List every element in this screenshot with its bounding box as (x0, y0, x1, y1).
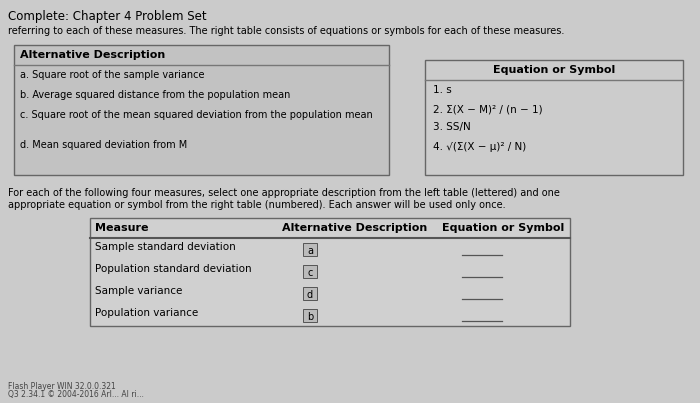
Text: Alternative Description: Alternative Description (20, 50, 165, 60)
Text: b: b (307, 312, 313, 322)
Text: a: a (307, 245, 313, 256)
Text: Equation or Symbol: Equation or Symbol (493, 65, 615, 75)
Text: c: c (307, 268, 313, 278)
Text: 3. SS/N: 3. SS/N (433, 122, 470, 132)
FancyBboxPatch shape (303, 243, 317, 256)
Text: appropriate equation or symbol from the right table (numbered). Each answer will: appropriate equation or symbol from the … (8, 200, 505, 210)
Text: d. Mean squared deviation from M: d. Mean squared deviation from M (20, 140, 188, 150)
Text: Flash Player WIN 32.0.0.321: Flash Player WIN 32.0.0.321 (8, 382, 116, 391)
Text: 2. Σ(X − M)² / (n − 1): 2. Σ(X − M)² / (n − 1) (433, 104, 542, 114)
FancyBboxPatch shape (303, 287, 317, 300)
Text: Complete: Chapter 4 Problem Set: Complete: Chapter 4 Problem Set (8, 10, 206, 23)
FancyBboxPatch shape (303, 309, 317, 322)
Text: c. Square root of the mean squared deviation from the population mean: c. Square root of the mean squared devia… (20, 110, 372, 120)
Text: Population variance: Population variance (95, 308, 198, 318)
Text: b. Average squared distance from the population mean: b. Average squared distance from the pop… (20, 90, 290, 100)
Text: referring to each of these measures. The right table consists of equations or sy: referring to each of these measures. The… (8, 26, 564, 36)
Text: 4. √(Σ(X − μ)² / N): 4. √(Σ(X − μ)² / N) (433, 142, 526, 152)
FancyBboxPatch shape (90, 218, 570, 326)
Text: Sample variance: Sample variance (95, 286, 183, 296)
Text: Alternative Description: Alternative Description (282, 223, 427, 233)
Text: d: d (307, 289, 313, 299)
Text: Equation or Symbol: Equation or Symbol (442, 223, 564, 233)
Text: 1. s: 1. s (433, 85, 452, 95)
Text: Population standard deviation: Population standard deviation (95, 264, 251, 274)
FancyBboxPatch shape (14, 45, 389, 175)
Text: For each of the following four measures, select one appropriate description from: For each of the following four measures,… (8, 188, 560, 198)
Text: Sample standard deviation: Sample standard deviation (95, 242, 236, 252)
Text: Q3 2.34.1 © 2004-2016 Arl... Al ri...: Q3 2.34.1 © 2004-2016 Arl... Al ri... (8, 390, 144, 399)
Text: a. Square root of the sample variance: a. Square root of the sample variance (20, 70, 204, 80)
FancyBboxPatch shape (303, 265, 317, 278)
FancyBboxPatch shape (425, 60, 683, 175)
Text: Measure: Measure (95, 223, 148, 233)
